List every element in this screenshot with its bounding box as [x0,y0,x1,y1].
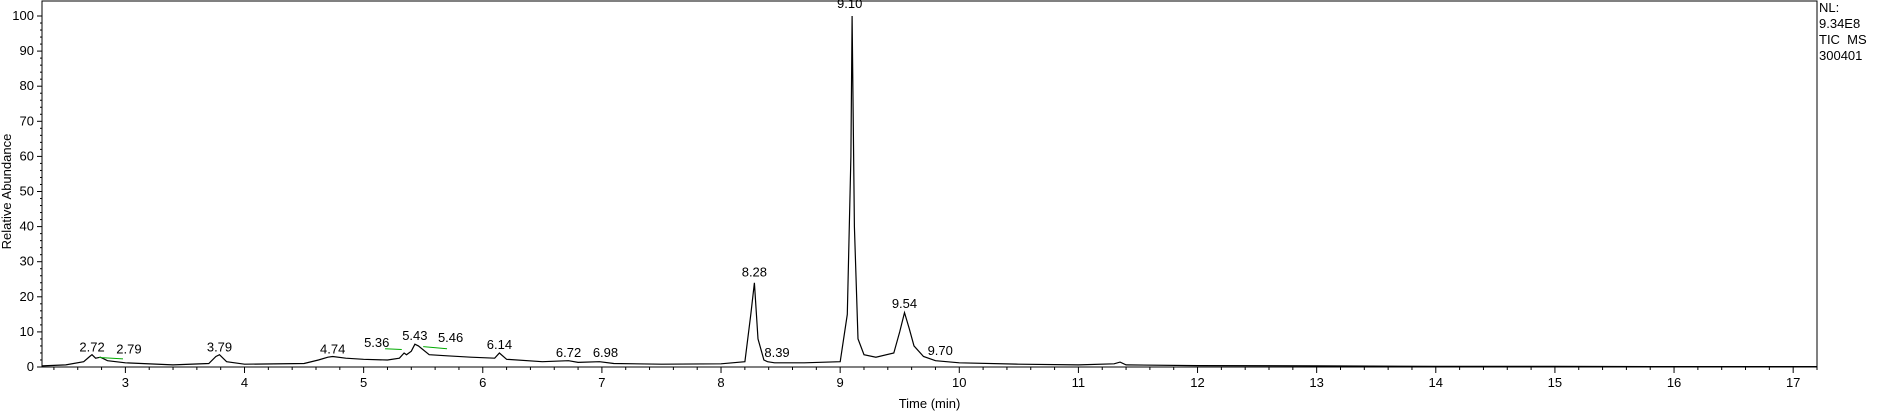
nl-label: NL: [1819,0,1840,15]
x-tick-label: 6 [479,375,486,390]
peak-label: 3.79 [207,340,232,355]
peak-label: 2.72 [79,340,104,355]
peak-label: 5.46 [438,330,463,345]
y-tick-label: 100 [12,8,34,23]
y-tick-label: 10 [20,324,34,339]
x-tick-label: 9 [837,375,844,390]
axes [41,0,1818,368]
y-tick-label: 50 [20,184,34,199]
peak-label: 6.72 [556,345,581,360]
x-tick-label: 15 [1548,375,1562,390]
y-tick-label: 0 [27,359,34,374]
y-axis-label: Relative Abundance [0,134,14,250]
x-tick-label: 13 [1309,375,1323,390]
integration-baseline [385,348,402,350]
y-tick-label: 80 [20,78,34,93]
x-tick-label: 10 [952,375,966,390]
x-tick-label: 5 [360,375,367,390]
y-tick-label: 40 [20,219,34,234]
peak-label: 9.10 [837,0,862,11]
scan-filter: TIC MS [1819,32,1867,47]
peak-label: 6.98 [593,345,618,360]
integration-baselines [99,346,448,360]
x-tick-label: 7 [598,375,605,390]
x-tick-label: 8 [717,375,724,390]
peak-label: 9.54 [892,296,917,311]
info-panel: NL: 9.34E8 TIC MS 300401 [1819,0,1867,64]
peak-label: 8.28 [742,264,767,279]
series [41,15,1817,368]
x-axis-ticks: 3 4 5 6 7 8 9 10 11 12 13 14 15 16 17 [53,367,1818,390]
y-tick-label: 90 [20,43,34,58]
nl-value: 9.34E8 [1819,16,1861,31]
y-tick-label: 60 [20,148,34,163]
integration-baseline [423,346,448,350]
peak-label: 2.79 [116,341,141,356]
plot-frame [41,0,1818,368]
x-tick-label: 17 [1786,375,1800,390]
x-tick-label: 4 [241,375,248,390]
y-axis-ticks: 0 10 20 30 40 50 60 70 80 90 100 [12,8,42,374]
peak-label: 5.43 [402,328,427,343]
y-tick-label: 70 [20,113,34,128]
x-tick-label: 12 [1190,375,1204,390]
x-tick-label: 11 [1072,375,1086,390]
y-tick-label: 20 [20,289,34,304]
x-tick-label: 14 [1429,375,1443,390]
x-tick-label: 16 [1667,375,1681,390]
file-id: 300401 [1819,48,1863,63]
peak-label: 8.39 [764,345,789,360]
tic-trace [41,15,1817,368]
peak-labels: 2.72 2.79 3.79 4.74 5.36 5.43 5.46 6.14 6.72 6.98… [79,0,953,360]
y-tick-label: 30 [20,254,34,269]
x-tick-label: 3 [122,375,129,390]
peak-label: 4.74 [320,341,345,356]
peak-label: 6.14 [487,337,512,352]
integration-baseline [99,357,124,360]
peak-label: 5.36 [364,335,389,350]
peak-label: 9.70 [928,343,953,358]
x-axis-label: Time (min) [899,396,961,411]
